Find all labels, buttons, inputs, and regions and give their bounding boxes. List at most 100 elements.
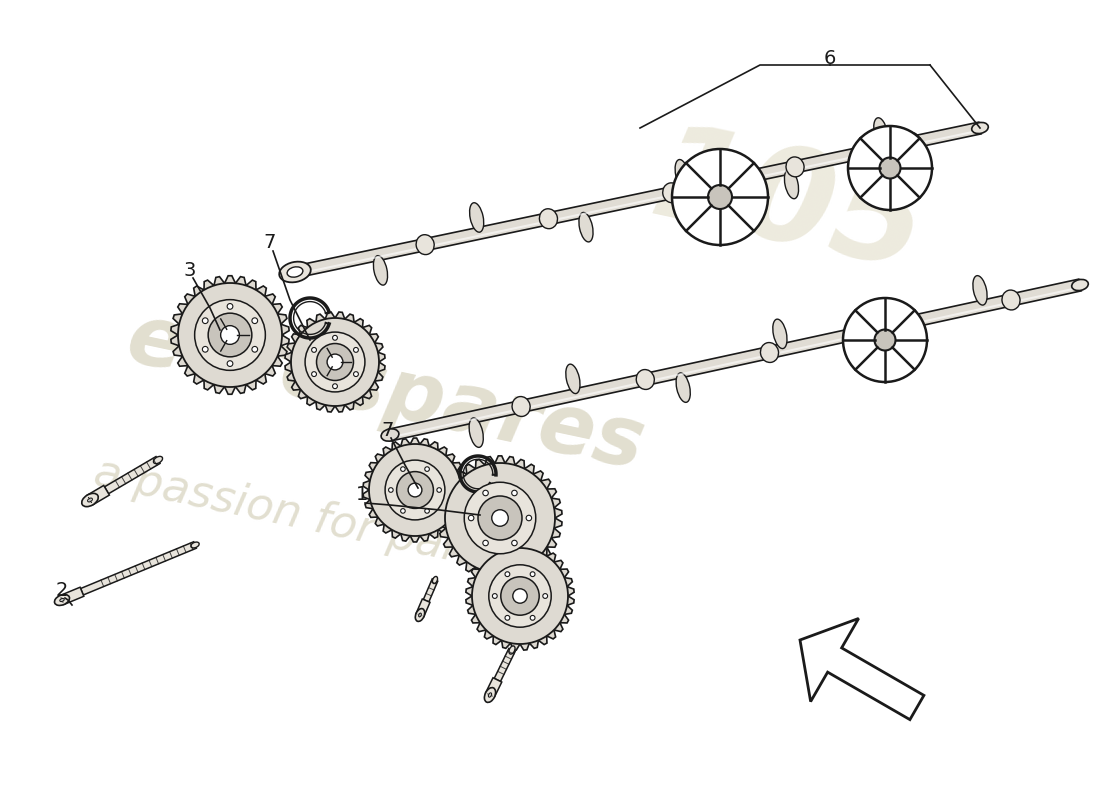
Circle shape (368, 444, 461, 536)
Circle shape (332, 335, 338, 340)
Ellipse shape (760, 342, 779, 362)
Text: 3: 3 (184, 261, 196, 279)
Circle shape (530, 572, 535, 577)
Circle shape (446, 463, 556, 573)
Ellipse shape (662, 183, 681, 202)
Polygon shape (285, 312, 385, 412)
Circle shape (252, 318, 257, 323)
Ellipse shape (883, 328, 898, 358)
Circle shape (332, 384, 338, 389)
Circle shape (500, 577, 539, 615)
Circle shape (425, 466, 429, 471)
Circle shape (89, 499, 90, 501)
Polygon shape (170, 276, 289, 394)
Ellipse shape (773, 319, 786, 349)
Circle shape (530, 615, 535, 620)
Circle shape (227, 361, 233, 366)
Circle shape (513, 589, 527, 603)
Circle shape (472, 548, 568, 644)
Ellipse shape (884, 315, 903, 335)
Circle shape (388, 488, 393, 492)
Circle shape (880, 158, 901, 178)
Ellipse shape (153, 456, 163, 464)
Circle shape (408, 483, 422, 497)
Polygon shape (363, 438, 466, 542)
Circle shape (843, 298, 927, 382)
Circle shape (512, 490, 517, 496)
Polygon shape (87, 486, 109, 505)
Polygon shape (438, 456, 562, 580)
Text: 2: 2 (56, 581, 68, 599)
Polygon shape (388, 279, 1081, 441)
Ellipse shape (381, 429, 399, 441)
Ellipse shape (470, 202, 484, 232)
Ellipse shape (972, 276, 987, 305)
Ellipse shape (488, 693, 492, 697)
Ellipse shape (636, 370, 654, 390)
Circle shape (292, 318, 379, 406)
Circle shape (195, 300, 265, 370)
Circle shape (400, 466, 405, 471)
Circle shape (208, 313, 252, 357)
Polygon shape (800, 618, 924, 720)
Text: 7: 7 (382, 421, 394, 439)
Circle shape (708, 185, 732, 209)
Circle shape (483, 490, 488, 496)
Ellipse shape (509, 646, 515, 654)
Circle shape (478, 496, 522, 540)
Ellipse shape (287, 267, 303, 277)
Circle shape (400, 509, 405, 514)
Circle shape (91, 502, 92, 503)
Polygon shape (424, 579, 438, 602)
Circle shape (202, 318, 208, 323)
Polygon shape (485, 678, 502, 697)
Circle shape (353, 372, 359, 377)
Circle shape (425, 509, 429, 514)
Circle shape (311, 347, 317, 352)
Circle shape (512, 540, 517, 546)
Ellipse shape (286, 266, 304, 278)
Text: 105: 105 (640, 115, 936, 297)
Circle shape (488, 565, 551, 627)
Circle shape (848, 126, 932, 210)
Circle shape (493, 594, 497, 598)
Circle shape (397, 472, 433, 509)
Circle shape (221, 326, 240, 344)
Text: 1: 1 (355, 486, 368, 505)
Ellipse shape (1002, 290, 1020, 310)
Circle shape (437, 488, 441, 492)
Ellipse shape (579, 213, 593, 242)
Ellipse shape (513, 397, 530, 417)
Ellipse shape (676, 373, 691, 402)
Circle shape (317, 343, 353, 381)
Circle shape (178, 283, 282, 387)
Polygon shape (104, 457, 160, 494)
Circle shape (88, 497, 89, 498)
Circle shape (542, 594, 548, 598)
Polygon shape (294, 122, 981, 278)
Ellipse shape (416, 234, 434, 254)
Ellipse shape (873, 118, 888, 147)
Circle shape (469, 515, 474, 521)
Polygon shape (494, 649, 515, 682)
Circle shape (526, 515, 531, 521)
Circle shape (483, 540, 488, 546)
Ellipse shape (88, 498, 92, 502)
Circle shape (505, 572, 509, 577)
Ellipse shape (55, 594, 69, 606)
Ellipse shape (81, 494, 98, 506)
Ellipse shape (786, 157, 804, 177)
Circle shape (672, 149, 768, 245)
Polygon shape (80, 542, 196, 595)
Ellipse shape (484, 688, 496, 702)
Text: a passion for parts: a passion for parts (90, 450, 505, 579)
Circle shape (311, 372, 317, 377)
Polygon shape (60, 587, 84, 605)
Circle shape (874, 330, 895, 350)
Ellipse shape (539, 209, 558, 229)
Circle shape (252, 346, 257, 352)
Circle shape (505, 615, 509, 620)
Ellipse shape (373, 256, 387, 285)
Text: 6: 6 (824, 49, 836, 67)
Ellipse shape (565, 364, 580, 394)
